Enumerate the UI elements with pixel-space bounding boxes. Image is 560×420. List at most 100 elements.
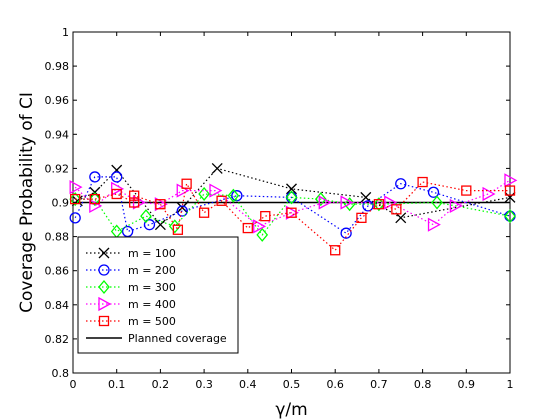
- legend-marker: [98, 296, 112, 312]
- data-point: [504, 185, 516, 196]
- data-point: [89, 198, 103, 214]
- y-tick-label: 1: [62, 26, 69, 39]
- data-point: [260, 210, 271, 222]
- data-point: [256, 227, 269, 242]
- data-point: [362, 200, 374, 212]
- series-2: [69, 171, 516, 239]
- data-point: [143, 219, 156, 231]
- data-point: [111, 171, 123, 183]
- y-axis-title: Coverage Probability of CI: [17, 92, 37, 313]
- data-point: [340, 227, 352, 239]
- x-tick-label: 0.3: [195, 378, 213, 391]
- data-point: [140, 209, 152, 224]
- data-point: [314, 192, 327, 207]
- data-point: [330, 245, 341, 256]
- data-point: [181, 178, 192, 189]
- x-marker-stroke: [154, 219, 166, 231]
- data-point: [285, 190, 298, 205]
- data-point: [129, 190, 140, 201]
- data-point: [89, 192, 101, 207]
- data-point: [129, 197, 140, 208]
- series-5: [70, 176, 516, 256]
- y-tick-label: 0.84: [45, 299, 70, 312]
- data-point: [172, 224, 184, 235]
- data-point: [216, 195, 227, 206]
- data-point: [461, 185, 472, 196]
- data-point: [417, 176, 428, 188]
- x-axis-title: γ/m: [275, 400, 307, 420]
- data-point: [504, 191, 516, 203]
- x-tick-label: 0.4: [239, 378, 257, 391]
- x-tick-label: 0.6: [326, 378, 344, 391]
- x-tick-label: 0.2: [152, 378, 170, 391]
- legend-marker: [98, 315, 110, 327]
- x-marker-stroke: [211, 162, 223, 174]
- data-point: [69, 192, 82, 207]
- data-point: [318, 195, 332, 210]
- data-point: [286, 207, 297, 218]
- y-tick-label: 0.98: [45, 60, 70, 73]
- data-point: [89, 193, 100, 205]
- data-point: [449, 198, 463, 214]
- y-tick-label: 0.86: [45, 265, 70, 278]
- data-point: [340, 195, 354, 210]
- data-point: [155, 199, 166, 210]
- data-point: [431, 195, 443, 210]
- data-point: [154, 219, 166, 231]
- legend-marker: [98, 279, 110, 295]
- x-tick-label: 0.9: [458, 378, 476, 391]
- axes-layer: 0 0.1 0.2 0.3 0.4 0.5 0.6 0.7 0.8 0.9 1 0.8 0.82 0.84…: [45, 26, 514, 391]
- x-tick-label: 0.7: [370, 378, 388, 391]
- x-marker-stroke: [98, 247, 110, 259]
- data-point: [211, 162, 223, 174]
- series-3: [69, 186, 516, 242]
- x-marker-stroke: [395, 212, 407, 224]
- data-point: [391, 204, 402, 215]
- y-tick-label: 0.9: [52, 197, 70, 210]
- series-line: [74, 179, 511, 228]
- data-point: [227, 188, 240, 203]
- legend-label: m = 200: [128, 264, 176, 277]
- x-marker-stroke: [360, 191, 372, 203]
- x-tick-label: 0.8: [414, 378, 432, 391]
- y-tick-label: 0.94: [45, 128, 70, 141]
- series-line: [74, 176, 511, 235]
- legend-label: m = 100: [128, 247, 176, 260]
- data-point: [356, 212, 367, 223]
- series-layer: [69, 162, 518, 256]
- legend: m = 100 m = 200 m = 300 m = 400 m = 500 Plann…: [77, 236, 239, 354]
- legend-marker: [98, 264, 110, 276]
- legend-marker: [98, 247, 110, 259]
- data-point: [176, 205, 188, 217]
- y-tick-label: 0.88: [45, 231, 70, 244]
- data-point: [427, 217, 441, 232]
- y-tick-label: 0.92: [45, 162, 70, 175]
- x-tick-label: 0.5: [283, 378, 301, 391]
- data-point: [69, 180, 83, 195]
- data-point: [242, 222, 253, 234]
- legend-box: [77, 236, 239, 354]
- data-point: [70, 193, 81, 205]
- data-point: [427, 186, 440, 198]
- data-point: [504, 209, 516, 224]
- data-point: [395, 212, 407, 224]
- x-tick-label: 0.1: [108, 378, 126, 391]
- data-point: [198, 186, 210, 201]
- data-point: [89, 171, 101, 183]
- data-point: [198, 207, 210, 218]
- data-point: [395, 178, 407, 190]
- data-point: [176, 202, 188, 214]
- x-marker-stroke: [176, 202, 188, 214]
- data-point: [384, 195, 398, 210]
- data-point: [504, 173, 518, 188]
- legend-label: Planned coverage: [128, 332, 227, 345]
- data-point: [69, 212, 81, 224]
- data-point: [286, 183, 297, 195]
- data-point: [373, 199, 385, 210]
- x-marker-stroke: [504, 191, 516, 203]
- y-tick-label: 0.82: [45, 333, 70, 346]
- data-point: [253, 219, 267, 234]
- x-tick-label: 1: [507, 378, 514, 391]
- legend-label: m = 300: [128, 281, 176, 294]
